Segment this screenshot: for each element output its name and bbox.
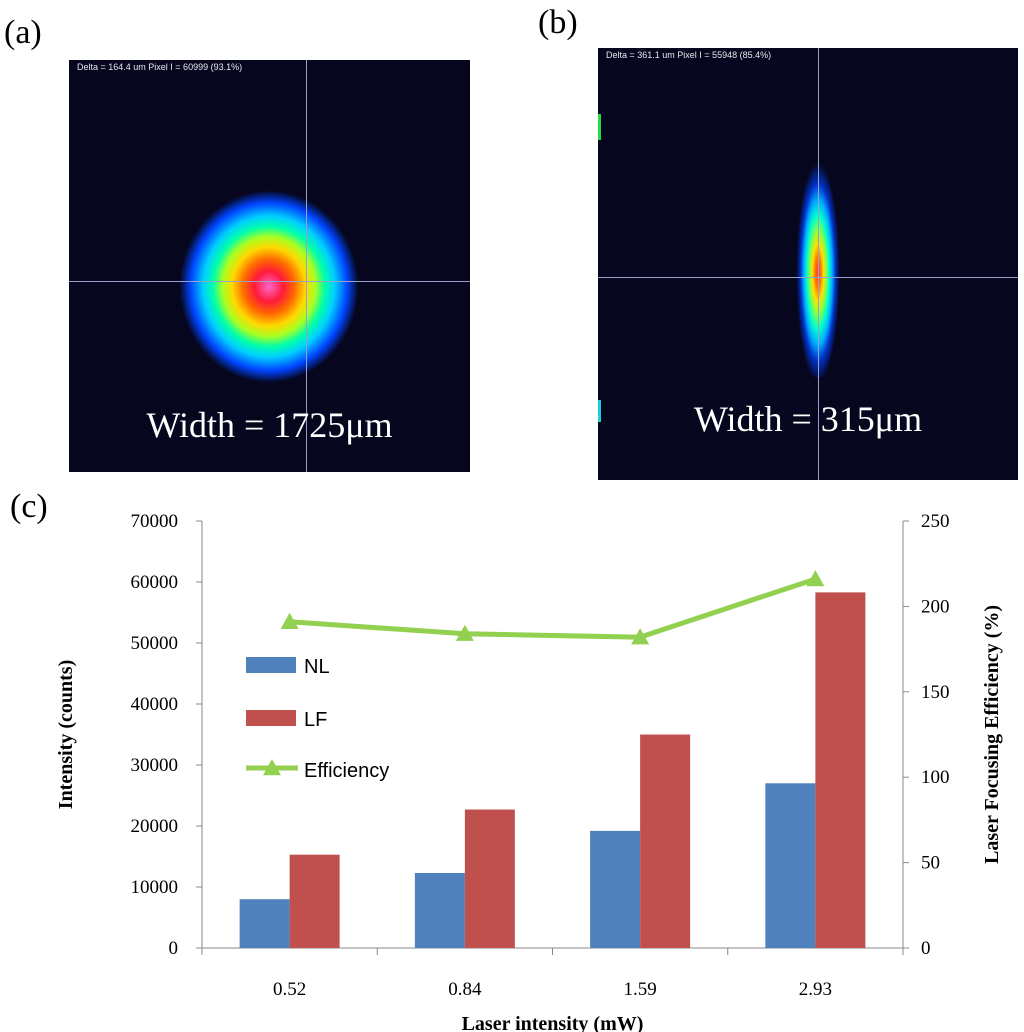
bar-nl [590, 830, 641, 948]
bar-lf [289, 854, 340, 948]
x-tick-label: 2.93 [799, 979, 832, 1000]
efficiency-point [455, 624, 474, 641]
y-tick-label: 60000 [131, 572, 179, 593]
crosshair-horizontal-a [69, 281, 470, 282]
efficiency-point [806, 570, 825, 587]
legend-label-nl: NL [304, 656, 330, 678]
bar-nl [765, 783, 816, 948]
left-edge-marker-cyan [598, 400, 601, 422]
y2-tick-label: 0 [921, 938, 931, 959]
x-axis-title: Laser intensity (mW) [462, 1013, 644, 1032]
beam-profile-b: Delta = 361.1 um Pixel I = 55948 (85.4%)… [598, 48, 1018, 480]
panel-c-label: (c) [10, 488, 48, 525]
crosshair-vertical-b [818, 48, 819, 480]
efficiency-point [631, 628, 650, 645]
bar-nl [414, 872, 465, 948]
y2-tick-label: 250 [921, 511, 950, 532]
y-tick-label: 10000 [131, 877, 179, 898]
legend-swatch-nl [246, 657, 296, 673]
bar-lf [815, 592, 866, 948]
beam-spot-a [99, 115, 439, 445]
y2-axis-title: Laser Focusing Efficiency (%) [981, 605, 1003, 864]
efficiency-line [289, 576, 817, 640]
efficiency-point [280, 612, 299, 629]
y-tick-label: 40000 [131, 694, 179, 715]
width-label-a: Width = 1725μm [146, 405, 393, 445]
panel-b-label: (b) [538, 4, 578, 41]
intensity-efficiency-chart: 0 10000 20000 30000 40000 50000 60000 70000 0 50 1… [55, 511, 1003, 1032]
legend-label-lf: LF [304, 709, 327, 731]
x-tick-label: 0.52 [273, 979, 306, 1000]
legend-label-efficiency: Efficiency [304, 760, 389, 782]
y-tick-label: 70000 [131, 511, 179, 532]
bar-nl [239, 899, 290, 948]
legend-marker-efficiency [263, 759, 281, 776]
y2-tick-label: 200 [921, 596, 950, 617]
legend-swatch-lf [246, 710, 296, 726]
x-tick-label: 1.59 [624, 979, 657, 1000]
x-tick-label: 0.84 [448, 979, 482, 1000]
y2-tick-label: 50 [921, 853, 940, 874]
y2-tick-label: 150 [921, 682, 950, 703]
left-edge-marker-green [598, 114, 601, 140]
crosshair-vertical-a [306, 60, 307, 472]
beam-header-b: Delta = 361.1 um Pixel I = 55948 (85.4%) [606, 50, 772, 60]
y2-tick-label: 100 [921, 767, 950, 788]
bar-lf [464, 809, 515, 948]
beam-profile-a: Delta = 164.4 um Pixel I = 60999 (93.1%)… [69, 60, 470, 472]
y-tick-label: 50000 [131, 633, 179, 654]
crosshair-horizontal-b [598, 277, 1018, 278]
width-label-b: Width = 315μm [693, 399, 923, 439]
panel-a-label: (a) [4, 14, 42, 51]
bar-lf [640, 734, 691, 948]
y-axis-title: Intensity (counts) [55, 660, 77, 809]
beam-header-a: Delta = 164.4 um Pixel I = 60999 (93.1%) [77, 62, 243, 72]
y-tick-label: 30000 [131, 755, 179, 776]
y-tick-label: 0 [169, 938, 179, 959]
y-tick-label: 20000 [131, 816, 179, 837]
